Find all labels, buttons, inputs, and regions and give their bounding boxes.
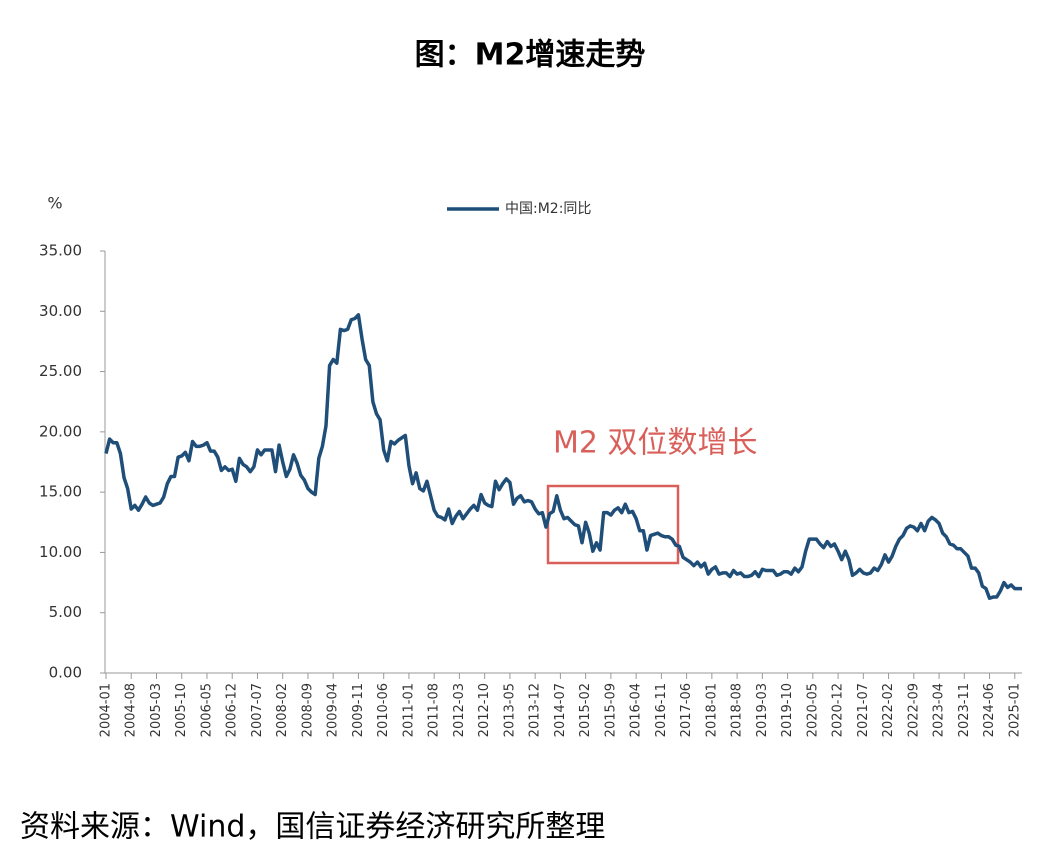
- x-tick-label: 2007-07: [250, 683, 265, 737]
- x-tick-label: 2021-07: [856, 683, 871, 737]
- x-tick-label: 2009-11: [351, 683, 366, 737]
- x-tick-label: 2019-10: [780, 683, 795, 737]
- x-tick-label: 2024-06: [982, 683, 997, 737]
- annotation-box: [546, 484, 680, 565]
- source: 资料来源：Wind，国信证券经济研究所整理: [20, 810, 605, 845]
- legend-label: 中国:M2:同比: [505, 201, 591, 217]
- x-tick-label: 2017-06: [679, 683, 694, 737]
- x-tick-label: 2018-01: [704, 683, 719, 737]
- x-tick-label: 2015-02: [578, 683, 593, 737]
- x-tick-label: 2011-08: [427, 683, 442, 737]
- y-tick-label: 15.00: [39, 483, 82, 501]
- y-tick-label: 25.00: [39, 362, 82, 380]
- x-tick-label: 2011-01: [401, 683, 416, 737]
- x-tick-label: 2012-03: [452, 683, 467, 737]
- y-unit: %: [47, 194, 62, 213]
- x-tick-label: 2023-04: [932, 683, 947, 737]
- x-tick-label: 2004-01: [99, 683, 114, 737]
- x-tick-label: 2018-08: [730, 683, 745, 737]
- x-tick-label: 2022-09: [906, 683, 921, 737]
- x-tick-label: 2015-09: [603, 683, 618, 737]
- x-tick-label: 2014-07: [553, 683, 568, 737]
- x-tick-label: 2006-12: [225, 683, 240, 737]
- x-tick-label: 2005-10: [174, 683, 189, 737]
- x-tick-label: 2025-01: [1007, 683, 1022, 737]
- y-tick-label: 0.00: [49, 664, 82, 682]
- x-tick-label: 2009-04: [326, 683, 341, 737]
- x-tick-label: 2012-10: [477, 683, 492, 737]
- annotation: M2 双位数增长: [553, 426, 758, 461]
- x-tick-label: 2016-04: [629, 683, 644, 737]
- x-tick-label: 2005-03: [149, 683, 164, 737]
- x-tick-label: 2004-08: [124, 683, 139, 737]
- x-tick-label: 2013-12: [528, 683, 543, 737]
- y-tick-label: 35.00: [39, 242, 82, 260]
- line: [104, 313, 1022, 600]
- x-tick-label: 2020-12: [831, 683, 846, 737]
- x-tick-label: 2008-02: [275, 683, 290, 737]
- x-tick-label: 2008-09: [300, 683, 315, 737]
- y-tick-label: 30.00: [39, 302, 82, 320]
- x-tick-label: 2006-05: [199, 683, 214, 737]
- x-tick-label: 2023-11: [957, 683, 972, 737]
- chart-title: 图：M2增速走势: [415, 38, 646, 73]
- x-tick-label: 2020-05: [805, 683, 820, 737]
- x-tick-label: 2022-02: [881, 683, 896, 737]
- y-tick-label: 20.00: [39, 422, 82, 440]
- x-tick-label: 2013-05: [502, 683, 517, 737]
- x-tick-label: 2010-06: [376, 683, 391, 737]
- y-tick-label: 10.00: [39, 543, 82, 561]
- x-tick-label: 2016-11: [654, 683, 669, 737]
- x-tick-label: 2019-03: [755, 683, 770, 737]
- y-tick-label: 5.00: [49, 603, 82, 621]
